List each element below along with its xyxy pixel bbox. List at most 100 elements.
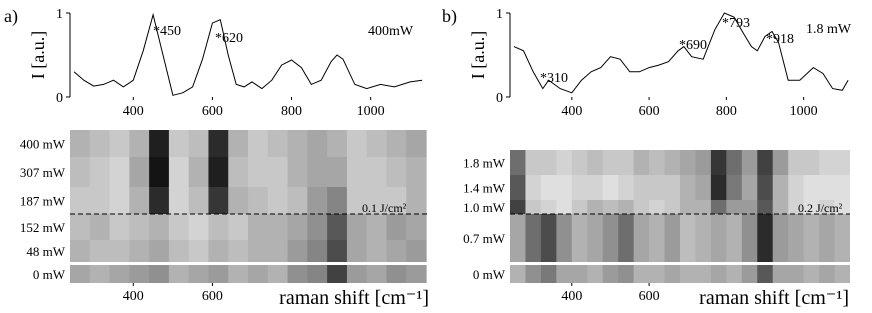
heatmap-cell xyxy=(386,240,407,262)
heatmap-cell xyxy=(327,240,348,262)
heatmap-cell xyxy=(70,265,91,283)
heatmap-cell xyxy=(649,175,666,200)
heatmap-cell xyxy=(386,265,407,283)
heatmap-cell xyxy=(633,175,650,200)
heatmap-cell xyxy=(248,187,269,214)
heatmap-cell xyxy=(556,150,573,175)
heatmap-cell xyxy=(267,187,289,214)
row-label: 1.4 mW xyxy=(463,181,506,196)
heatmap-cell xyxy=(695,265,712,283)
heatmap-cell xyxy=(540,214,557,262)
heatmap-cell xyxy=(406,130,427,157)
heatmap-cell xyxy=(772,265,789,283)
row-label: 187 mW xyxy=(20,194,66,209)
x-tick-label: 600 xyxy=(639,104,660,119)
heatmap-cell xyxy=(248,265,269,283)
heatmap-cell xyxy=(149,265,170,283)
row-label: 0 mW xyxy=(473,267,506,282)
heatmap-cell xyxy=(149,130,170,157)
x-tick-label: 1000 xyxy=(357,104,385,119)
heatmap-cell xyxy=(346,157,368,187)
x-tick-label: 600 xyxy=(202,289,223,304)
heatmap-cell xyxy=(757,214,774,262)
heatmap-cell xyxy=(571,150,588,175)
heatmap-cell xyxy=(109,265,130,283)
heatmap-cell xyxy=(327,214,348,240)
heatmap-cell xyxy=(89,240,111,262)
heatmap-cell xyxy=(695,200,712,214)
heatmap-cell xyxy=(710,214,727,262)
heatmap-cell xyxy=(386,130,407,157)
heatmap-cell xyxy=(129,214,150,240)
y-tick-label: 1 xyxy=(496,7,503,22)
x-tick-label: 400 xyxy=(123,104,144,119)
heatmap-cell xyxy=(188,214,210,240)
heatmap-cell xyxy=(70,157,91,187)
heatmap-cell xyxy=(834,200,850,214)
heatmap-cell xyxy=(680,200,697,214)
heatmap-cell xyxy=(618,200,635,214)
heatmap-cell xyxy=(525,200,542,214)
heatmap-cell xyxy=(267,214,289,240)
threshold-label: 0.1 J/cm² xyxy=(362,201,407,215)
peak-annotation: *450 xyxy=(153,24,181,39)
heatmap-cell xyxy=(540,265,557,283)
heatmap-cell xyxy=(772,175,789,200)
heatmap-cell xyxy=(386,214,407,240)
heatmap-cell xyxy=(633,265,650,283)
heatmap-cell xyxy=(772,200,789,214)
heatmap-cell xyxy=(680,265,697,283)
heatmap-cell xyxy=(556,214,573,262)
heatmap-cell xyxy=(307,240,328,262)
heatmap-cell xyxy=(726,265,743,283)
heatmap-cell xyxy=(149,214,170,240)
heatmap-cell xyxy=(602,150,619,175)
heatmap-cells xyxy=(510,150,850,283)
heatmap-cell xyxy=(819,200,836,214)
heatmap-cell xyxy=(70,130,91,157)
heatmap-cell xyxy=(587,150,604,175)
heatmap-cell xyxy=(168,187,190,214)
spectrum-line xyxy=(513,12,849,94)
heatmap-cell xyxy=(346,130,368,157)
heatmap-cell xyxy=(680,150,697,175)
heatmap-cell xyxy=(168,240,190,262)
heatmap-cell xyxy=(89,214,111,240)
x-tick-label: 800 xyxy=(716,104,737,119)
x-axis-label: raman shift [cm⁻¹] xyxy=(699,287,849,309)
heatmap-cell xyxy=(571,200,588,214)
x-tick-label: 600 xyxy=(202,104,223,119)
heatmap-cell xyxy=(109,130,130,157)
heatmap-cell xyxy=(618,265,635,283)
heatmap-cell xyxy=(571,265,588,283)
heatmap-cell xyxy=(188,240,210,262)
x-tick-label: 1000 xyxy=(790,104,818,119)
heatmap-cell xyxy=(70,240,91,262)
heatmap-cell xyxy=(109,157,130,187)
heatmap-cell xyxy=(248,214,269,240)
heatmap-cell xyxy=(386,157,407,187)
heatmap-cell xyxy=(726,200,743,214)
heatmap-cell xyxy=(188,265,210,283)
heatmap-cell xyxy=(188,130,210,157)
heatmap-cell xyxy=(109,214,130,240)
x-axis-label: raman shift [cm⁻¹] xyxy=(279,287,429,309)
x-tick-label: 400 xyxy=(561,104,582,119)
heatmap-cell xyxy=(571,214,588,262)
heatmap-cell xyxy=(287,130,308,157)
heatmap-cell xyxy=(386,187,407,214)
row-label: 400 mW xyxy=(20,137,66,152)
heatmap-cell xyxy=(366,130,388,157)
heatmap-cell xyxy=(168,157,190,187)
heatmap-cell xyxy=(695,214,712,262)
row-label: 1.0 mW xyxy=(463,200,506,215)
heatmap-cell xyxy=(788,200,805,214)
heatmap-cell xyxy=(710,265,727,283)
heatmap-cell xyxy=(834,214,850,262)
heatmap-cell xyxy=(267,130,289,157)
heatmap-cell xyxy=(307,265,328,283)
heatmap-cell xyxy=(168,265,190,283)
threshold-label: 0.2 J/cm² xyxy=(798,201,843,215)
heatmap-cell xyxy=(406,157,427,187)
